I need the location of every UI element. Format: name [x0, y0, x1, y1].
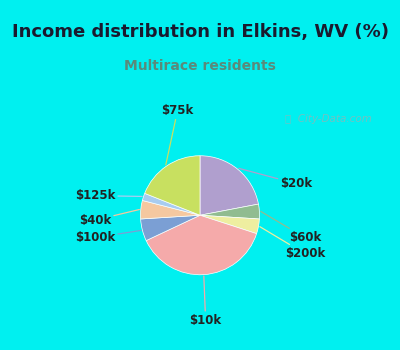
Text: $40k: $40k	[79, 210, 139, 227]
Text: $10k: $10k	[190, 276, 222, 327]
Wedge shape	[145, 156, 200, 215]
Text: Multirace residents: Multirace residents	[124, 60, 276, 74]
Text: $125k: $125k	[75, 189, 142, 202]
Wedge shape	[142, 193, 200, 215]
Wedge shape	[200, 204, 260, 219]
Text: $75k: $75k	[162, 104, 194, 165]
Wedge shape	[146, 215, 256, 275]
Text: $20k: $20k	[239, 168, 313, 190]
Wedge shape	[200, 156, 258, 215]
Wedge shape	[200, 215, 259, 234]
Text: $200k: $200k	[260, 227, 325, 260]
Wedge shape	[141, 215, 200, 240]
Text: $100k: $100k	[75, 230, 141, 244]
Text: ⓘ  City-Data.com: ⓘ City-Data.com	[285, 114, 372, 125]
Wedge shape	[140, 201, 200, 219]
Text: $60k: $60k	[261, 211, 321, 244]
Text: Income distribution in Elkins, WV (%): Income distribution in Elkins, WV (%)	[12, 22, 388, 41]
